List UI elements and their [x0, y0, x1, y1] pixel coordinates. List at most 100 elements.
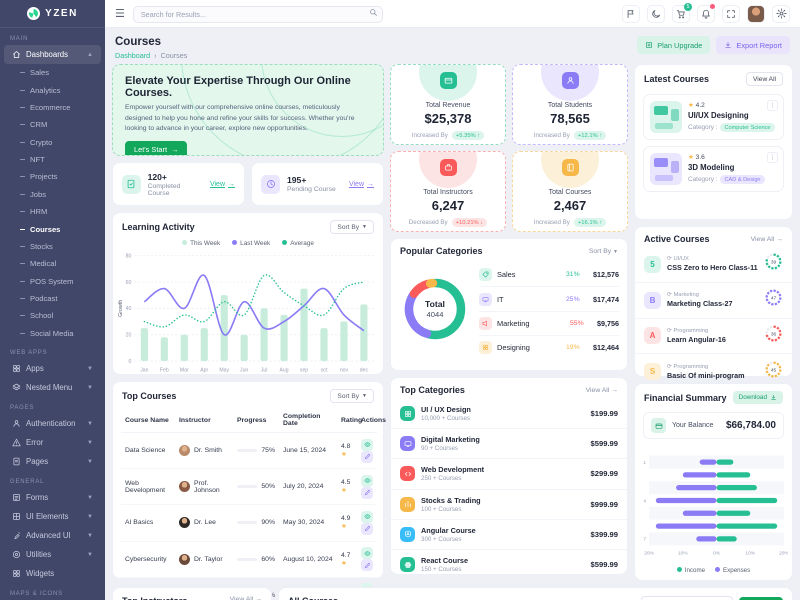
- category-row-designing[interactable]: Designing 19% $12,464: [479, 336, 619, 359]
- sidebar-item-forms[interactable]: Forms ▼: [4, 488, 101, 507]
- top-categories-view-all[interactable]: View All →: [585, 386, 618, 394]
- completion-date: August 10, 2024: [279, 541, 337, 578]
- edit-action-button[interactable]: [361, 486, 373, 499]
- column-header[interactable]: Completion Date: [279, 408, 337, 433]
- top-category-row[interactable]: Stocks & Trading 100 + Courses $999.99: [391, 490, 627, 520]
- table-row[interactable]: AI Basics Dr. Lee 90% May 30, 2024 4.9 ★: [121, 504, 377, 542]
- column-header[interactable]: Rating: [337, 408, 362, 433]
- column-header[interactable]: Instructor: [175, 408, 233, 433]
- category-row-sales[interactable]: Sales 31% $12,576: [479, 263, 619, 288]
- sidebar-item-utilities[interactable]: Utilities ▼: [4, 545, 101, 564]
- sidebar-subitem-pos-system[interactable]: POS System: [0, 273, 105, 290]
- active-course-row[interactable]: A ⟳ Programming Learn Angular-16 36: [635, 319, 792, 355]
- learning-sort-button[interactable]: Sort By ▼: [330, 220, 374, 234]
- sidebar-item-authentication[interactable]: Authentication ▼: [4, 414, 101, 433]
- sidebar-item-ui-elements[interactable]: UI Elements ▼: [4, 507, 101, 526]
- legend-item[interactable]: Income: [676, 567, 705, 574]
- latest-course-item[interactable]: ★ 4.2 UI/UX Designing Category : Computer S…: [643, 94, 784, 140]
- sidebar-item-widgets[interactable]: Widgets: [4, 564, 101, 583]
- cart-button[interactable]: 5: [672, 2, 692, 23]
- sidebar-item-pages[interactable]: Pages ▼: [4, 452, 101, 471]
- table-row[interactable]: Cybersecurity Dr. Taylor 60% August 10, 202…: [121, 541, 377, 578]
- brand-logo[interactable]: YZEN: [0, 0, 105, 28]
- sidebar-item-apps[interactable]: Apps ▼: [4, 359, 101, 378]
- sidebar-item-nested-menu[interactable]: Nested Menu ▼: [4, 378, 101, 397]
- legend-item[interactable]: Average: [282, 240, 314, 247]
- plan-upgrade-button[interactable]: Plan Upgrade: [637, 36, 711, 54]
- active-course-row[interactable]: 5 ⟳ UI/UX CSS Zero to Hero Class-11 39: [635, 247, 792, 283]
- learning-legend: This Week Last Week Average: [113, 236, 383, 247]
- sidebar-subitem-social-media[interactable]: Social Media: [0, 325, 105, 342]
- view-action-button[interactable]: [361, 510, 373, 523]
- language-flag-button[interactable]: [622, 4, 640, 23]
- top-courses-sort-button[interactable]: Sort By ▼: [330, 389, 374, 403]
- column-header[interactable]: Actions: [357, 408, 386, 433]
- top-category-row[interactable]: Angular Course 300 + Courses $399.99: [391, 520, 627, 550]
- user-avatar[interactable]: [747, 4, 765, 23]
- latest-course-item[interactable]: ★ 3.6 3D Modeling Category : CAD & Design ⋮: [643, 146, 784, 192]
- active-courses-view-all[interactable]: View All →: [750, 235, 783, 243]
- sidebar-subitem-hrm[interactable]: HRM: [0, 203, 105, 220]
- all-courses-sort-button[interactable]: Sort By ▼: [738, 596, 783, 600]
- settings-button[interactable]: [772, 4, 790, 23]
- download-button[interactable]: Download: [732, 391, 783, 404]
- top-category-row[interactable]: React Course 150 + Courses $599.99: [391, 550, 627, 579]
- active-course-row[interactable]: B ⟳ Marketing Marketing Class-27 47: [635, 283, 792, 319]
- grid-icon: [12, 364, 21, 373]
- legend-item[interactable]: Expenses: [715, 567, 750, 574]
- view-link[interactable]: View →: [209, 180, 235, 188]
- sidebar-subitem-nft[interactable]: NFT: [0, 151, 105, 168]
- top-category-row[interactable]: Digital Marketing 90 + Courses $599.99: [391, 429, 627, 460]
- sidebar-subitem-stocks[interactable]: Stocks: [0, 238, 105, 255]
- search-input[interactable]: [132, 6, 383, 23]
- svg-text:40: 40: [126, 306, 132, 312]
- top-instructors-title: Top Instructors: [122, 596, 187, 600]
- sidebar-subitem-jobs[interactable]: Jobs: [0, 186, 105, 203]
- popular-sort-button[interactable]: Sort By ▼: [588, 247, 618, 255]
- export-report-button[interactable]: Export Report: [716, 36, 790, 54]
- sidebar-subitem-crypto[interactable]: Crypto: [0, 134, 105, 151]
- table-row[interactable]: Data Science Dr. Smith 75% June 15, 2024 4.8…: [121, 432, 377, 470]
- sidebar-subitem-podcast[interactable]: Podcast: [0, 290, 105, 307]
- more-options-button[interactable]: ⋮: [767, 152, 778, 163]
- sidebar-subitem-medical[interactable]: Medical: [0, 255, 105, 272]
- category-row-it[interactable]: IT 25% $17,474: [479, 287, 619, 312]
- sidebar-subitem-analytics[interactable]: Analytics: [0, 81, 105, 98]
- more-options-button[interactable]: ⋮: [767, 100, 778, 111]
- all-courses-search-input[interactable]: [640, 596, 733, 600]
- active-course-row[interactable]: S ⟳ Programming Basic Of mini-program 45: [635, 354, 792, 389]
- column-header[interactable]: Course Name: [121, 408, 175, 433]
- view-action-button[interactable]: [361, 474, 373, 487]
- category-name: Marketing: [497, 318, 530, 328]
- legend-item[interactable]: Last Week: [232, 240, 270, 247]
- top-category-row[interactable]: Web Development 250 + Courses $299.99: [391, 459, 627, 490]
- latest-courses-view-all[interactable]: View All: [746, 72, 783, 86]
- column-header[interactable]: Progress: [233, 408, 279, 433]
- sidebar-subitem-projects[interactable]: Projects: [0, 168, 105, 185]
- lets-start-button[interactable]: Let's Start →: [125, 140, 188, 155]
- sidebar-item-advanced-ui[interactable]: Advanced UI ▼: [4, 526, 101, 545]
- edit-action-button[interactable]: [361, 450, 373, 463]
- view-action-button[interactable]: [361, 438, 373, 451]
- sidebar-item-error[interactable]: Error ▼: [4, 433, 101, 452]
- notifications-button[interactable]: [697, 3, 715, 23]
- sidebar-subitem-ecommerce[interactable]: Ecommerce: [0, 99, 105, 116]
- sidebar-item-dashboards[interactable]: Dashboards ▲: [4, 45, 101, 64]
- fullscreen-button[interactable]: [722, 4, 740, 23]
- view-link[interactable]: View →: [348, 180, 374, 188]
- sidebar-subitem-sales[interactable]: Sales: [0, 64, 105, 81]
- breadcrumb-dashboard[interactable]: Dashboard: [115, 51, 151, 60]
- view-action-button[interactable]: [361, 547, 373, 560]
- table-row[interactable]: Web Development Prof. Johnson 50% July 20, …: [121, 468, 377, 506]
- category-row-marketing[interactable]: Marketing 55% $9,756: [479, 312, 619, 337]
- legend-item[interactable]: This Week: [182, 240, 220, 247]
- sidebar-subitem-school[interactable]: School: [0, 307, 105, 324]
- top-instructors-view-all[interactable]: View All →: [229, 596, 262, 600]
- top-category-row[interactable]: UI / UX Design 10,000 + Courses $199.99: [391, 399, 627, 430]
- edit-action-button[interactable]: [361, 559, 373, 572]
- edit-action-button[interactable]: [361, 522, 373, 535]
- sidebar-subitem-crm[interactable]: CRM: [0, 116, 105, 133]
- menu-toggle-icon[interactable]: ☰: [115, 8, 125, 20]
- sidebar-subitem-courses[interactable]: Courses: [0, 220, 105, 237]
- dark-mode-button[interactable]: [647, 4, 665, 23]
